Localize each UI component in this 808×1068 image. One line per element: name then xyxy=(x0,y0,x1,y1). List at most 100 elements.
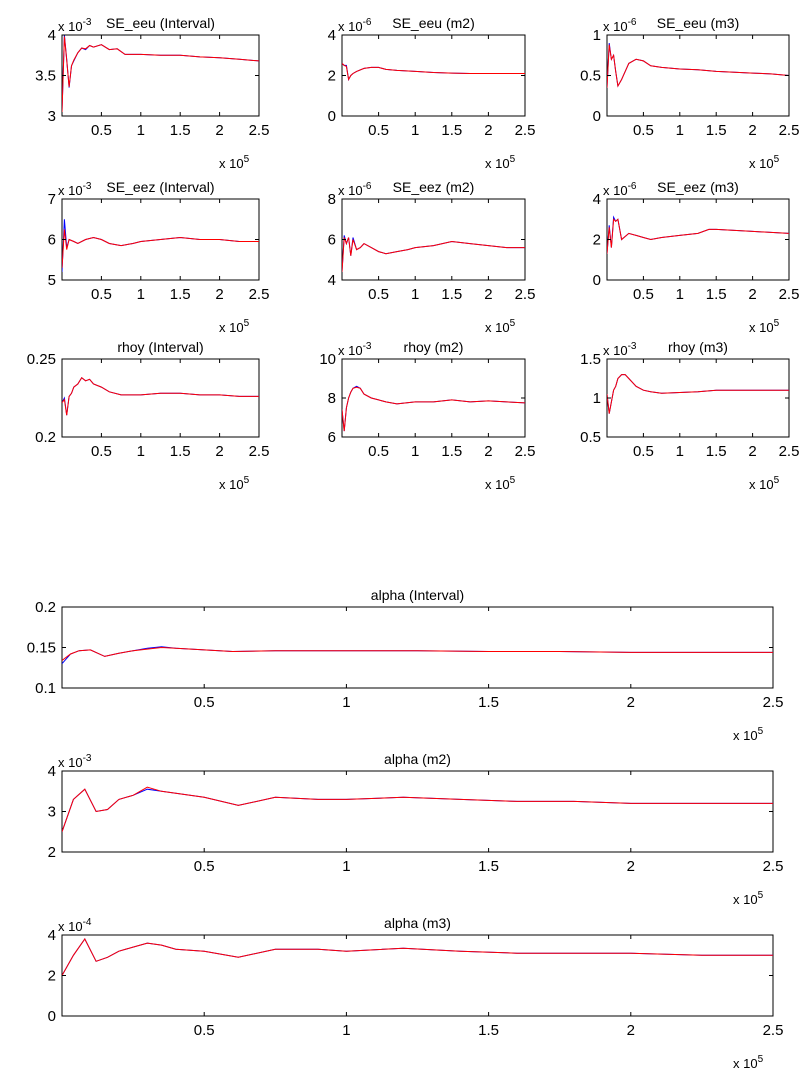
chart-title: rhoy (m2) xyxy=(404,339,464,355)
y-tick-label: 3.5 xyxy=(35,68,56,85)
series-line-2 xyxy=(62,786,773,832)
y-exponent-label: x 10-3 xyxy=(338,341,372,358)
chart-title: SE_eez (m2) xyxy=(393,179,475,195)
y-tick-label: 1.5 xyxy=(580,351,601,368)
y-tick-label: 0 xyxy=(48,1008,56,1025)
y-tick-label: 0.5 xyxy=(580,429,601,446)
x-tick-label: 1.5 xyxy=(478,694,499,711)
y-exponent-label: x 10-3 xyxy=(58,17,92,34)
y-tick-label: 1 xyxy=(593,27,601,44)
x-tick-label: 0.5 xyxy=(368,443,389,460)
x-tick-label: 0.5 xyxy=(368,122,389,139)
axes-box xyxy=(61,358,260,438)
chart-panel-se-eeu-m3: 0.5 1 1.5 2 2.5 0 0.5 1 x 105 x 10-6 SE_eeu (m3) xyxy=(580,15,799,171)
y-exponent-label: x 10-3 xyxy=(58,181,92,198)
axes-box xyxy=(341,34,526,117)
y-tick-label: 4 xyxy=(48,27,56,44)
x-tick-label: 1 xyxy=(411,286,419,303)
x-tick-label: 1 xyxy=(137,286,145,303)
axes-box xyxy=(61,34,260,117)
y-tick-label: 0 xyxy=(328,108,336,125)
x-tick-label: 2.5 xyxy=(249,443,270,460)
x-tick-label: 1 xyxy=(137,443,145,460)
chart-title: SE_eeu (Interval) xyxy=(106,15,215,31)
chart-panel-alpha-m3: 0.5 1 1.5 2 2.5 0 2 4 x 105 x 10-4 alpha (m3) xyxy=(48,915,784,1068)
x-tick-label: 0.5 xyxy=(91,122,112,139)
x-tick-label: 2.5 xyxy=(763,694,784,711)
x-tick-label: 1.5 xyxy=(170,122,191,139)
x-tick-label: 2.5 xyxy=(515,286,536,303)
x-tick-label: 1.5 xyxy=(170,443,191,460)
x-multiplier-label: x 105 xyxy=(733,1054,764,1068)
x-tick-label: 1.5 xyxy=(170,286,191,303)
y-exponent-label: x 10-6 xyxy=(338,181,372,198)
x-tick-label: 1.5 xyxy=(706,286,727,303)
series-line-2 xyxy=(62,376,259,416)
x-multiplier-label: x 105 xyxy=(219,154,250,171)
x-tick-label: 2 xyxy=(748,443,756,460)
y-tick-label: 0.5 xyxy=(580,68,601,85)
axes-box xyxy=(606,198,790,281)
chart-panel-alpha-interval: 0.5 1 1.5 2 2.5 0.1 0.15 0.2 x 105 alpha (Interva… xyxy=(27,587,784,743)
series-line-2 xyxy=(607,374,789,414)
x-tick-label: 1.5 xyxy=(706,443,727,460)
x-tick-label: 2.5 xyxy=(249,122,270,139)
x-tick-label: 1 xyxy=(676,286,684,303)
y-exponent-label: x 10-4 xyxy=(58,917,92,934)
x-tick-label: 1.5 xyxy=(441,286,462,303)
y-tick-label: 4 xyxy=(328,27,336,44)
x-tick-label: 2 xyxy=(627,1022,635,1039)
y-tick-label: 6 xyxy=(328,429,336,446)
y-tick-label: 3 xyxy=(48,108,56,125)
x-tick-label: 1.5 xyxy=(706,122,727,139)
x-tick-label: 2.5 xyxy=(763,1022,784,1039)
y-tick-label: 0.15 xyxy=(27,640,56,657)
x-tick-label: 2.5 xyxy=(249,286,270,303)
x-tick-label: 1 xyxy=(342,1022,350,1039)
x-tick-label: 0.5 xyxy=(91,286,112,303)
x-multiplier-label: x 105 xyxy=(485,318,516,335)
series-line-2 xyxy=(62,229,259,268)
y-tick-label: 0.2 xyxy=(35,429,56,446)
x-multiplier-label: x 105 xyxy=(749,475,780,492)
y-tick-label: 1 xyxy=(593,390,601,407)
y-tick-label: 2 xyxy=(328,68,336,85)
x-multiplier-label: x 105 xyxy=(749,154,780,171)
series-line-2 xyxy=(342,386,525,432)
x-tick-label: 2 xyxy=(627,694,635,711)
y-tick-label: 4 xyxy=(48,927,56,944)
y-exponent-label: x 10-6 xyxy=(603,181,637,198)
x-multiplier-label: x 105 xyxy=(485,154,516,171)
y-tick-label: 0 xyxy=(593,108,601,125)
x-tick-label: 2 xyxy=(484,286,492,303)
x-tick-label: 2 xyxy=(215,443,223,460)
chart-panel-rhoy-m3: 0.5 1 1.5 2 2.5 0.5 1 1.5 x 105 x 10-3 rhoy (m3) xyxy=(580,339,799,492)
chart-panel-rhoy-interval: 0.5 1 1.5 2 2.5 0.2 0.25 x 105 rhoy (Interval) xyxy=(27,339,270,492)
axes-box xyxy=(606,358,790,438)
y-exponent-label: x 10-6 xyxy=(338,17,372,34)
x-tick-label: 1 xyxy=(342,858,350,875)
y-tick-label: 0 xyxy=(593,272,601,289)
y-tick-label: 6 xyxy=(48,232,56,249)
series-line-2 xyxy=(607,44,789,88)
x-tick-label: 0.5 xyxy=(633,122,654,139)
y-exponent-label: x 10-3 xyxy=(58,753,92,770)
x-multiplier-label: x 105 xyxy=(733,890,764,907)
chart-panel-se-eeu-interval: 0.5 1 1.5 2 2.5 3 3.5 4 x 105 x 10-3 SE_eeu (Inter… xyxy=(35,15,269,171)
y-exponent-label: x 10-6 xyxy=(603,17,637,34)
y-tick-label: 2 xyxy=(593,232,601,249)
axes-box xyxy=(341,358,526,438)
x-tick-label: 1 xyxy=(676,122,684,139)
y-tick-label: 7 xyxy=(48,191,56,208)
x-tick-label: 1 xyxy=(411,122,419,139)
y-tick-label: 4 xyxy=(328,272,336,289)
y-tick-label: 8 xyxy=(328,390,336,407)
series-line-2 xyxy=(62,36,259,113)
chart-panel-rhoy-m2: 0.5 1 1.5 2 2.5 6 8 10 x 105 x 10-3 rhoy (m2) xyxy=(319,339,535,492)
x-tick-label: 1 xyxy=(342,694,350,711)
series-line-2 xyxy=(607,218,789,254)
chart-title: rhoy (Interval) xyxy=(117,339,203,355)
y-tick-label: 6 xyxy=(328,232,336,249)
x-tick-label: 0.5 xyxy=(633,286,654,303)
